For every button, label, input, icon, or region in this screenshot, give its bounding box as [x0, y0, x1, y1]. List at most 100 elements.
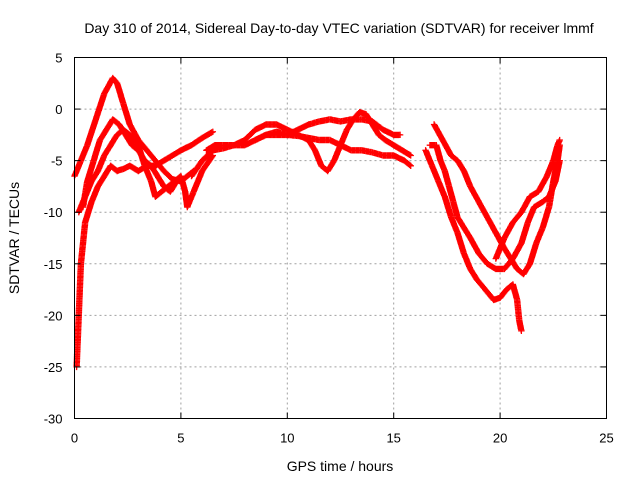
data-point-markers	[88, 184, 101, 206]
data-point-markers	[513, 296, 523, 323]
data-point-markers	[524, 205, 537, 226]
data-point-markers	[75, 262, 84, 319]
data-point-markers	[188, 135, 205, 149]
data-point-markers	[324, 158, 337, 175]
data-point-markers	[184, 189, 197, 211]
data-point-markers	[518, 220, 531, 247]
data-point-marker	[556, 136, 563, 144]
data-point-marker	[407, 152, 414, 159]
x-tick-label: 25	[599, 431, 613, 446]
data-point-markers	[152, 189, 164, 200]
data-point-markers	[467, 265, 480, 282]
data-point-markers	[160, 167, 175, 182]
data-point-markers	[545, 179, 557, 211]
grid-layer	[74, 57, 607, 419]
data-point-markers	[143, 147, 158, 163]
data-point-markers	[454, 214, 467, 230]
data-point-markers	[177, 172, 188, 194]
series-arc-g	[252, 116, 404, 144]
data-point-markers	[126, 131, 141, 148]
data-point-markers	[141, 162, 154, 184]
data-point-markers	[526, 241, 540, 267]
data-layer	[71, 74, 563, 371]
data-point-markers	[369, 118, 386, 133]
plot-frame	[74, 57, 607, 419]
data-point-markers	[501, 220, 516, 242]
data-point-markers	[88, 168, 101, 185]
data-point-markers	[448, 152, 460, 163]
data-point-markers	[126, 121, 141, 142]
data-point-markers	[520, 261, 533, 278]
data-point-markers	[428, 162, 442, 184]
data-point-markers	[482, 286, 497, 303]
data-point-markers	[92, 91, 108, 123]
data-point-markers	[96, 127, 109, 144]
data-point-markers	[158, 184, 171, 195]
data-point-markers	[84, 158, 97, 185]
data-point-markers	[401, 157, 413, 169]
x-axis-title: GPS time / hours	[287, 458, 394, 474]
data-point-markers	[441, 193, 454, 220]
data-point-markers	[441, 167, 452, 189]
data-point-markers	[241, 127, 258, 144]
data-point-markers	[90, 138, 103, 164]
data-point-marker	[407, 162, 414, 169]
series-arc-f	[203, 109, 414, 175]
data-point-markers	[507, 255, 520, 271]
data-point-markers	[113, 80, 127, 106]
data-point-markers	[94, 153, 107, 175]
data-point-markers	[445, 183, 457, 204]
data-point-markers	[460, 224, 473, 241]
data-point-markers	[107, 132, 120, 149]
data-point-markers	[109, 116, 122, 127]
data-point-markers	[475, 198, 490, 220]
data-point-markers	[152, 158, 166, 169]
data-point-markers	[501, 245, 514, 261]
chart-title: Day 310 of 2014, Sidereal Day-to-day VTE…	[84, 20, 593, 36]
y-tick-label: -5	[51, 154, 63, 169]
data-point-markers	[422, 147, 435, 168]
data-point-markers	[439, 136, 454, 158]
data-point-markers	[533, 225, 546, 247]
data-point-markers	[101, 143, 114, 159]
tick-layer: 0 5 10 15 20 25 -30 -25 -20 -15 -10 -5 0 5	[44, 51, 614, 446]
data-point-markers	[399, 147, 413, 158]
data-point-markers	[475, 250, 490, 266]
data-point-markers	[509, 281, 520, 302]
x-tick-label: 10	[280, 431, 294, 446]
x-tick-label: 15	[386, 431, 400, 446]
data-point-markers	[492, 236, 507, 262]
data-point-markers	[375, 131, 388, 143]
data-point-markers	[164, 178, 177, 190]
data-point-markers	[535, 174, 550, 195]
data-point-markers	[550, 143, 561, 164]
data-point-markers	[454, 229, 467, 256]
data-point-markers	[147, 178, 159, 199]
data-point-markers	[518, 194, 533, 216]
y-tick-label: -15	[44, 257, 63, 272]
series-arc-k	[492, 136, 563, 262]
data-point-marker	[209, 128, 217, 135]
data-point-markers	[305, 136, 318, 153]
data-point-markers	[460, 167, 473, 189]
x-tick-label: 20	[493, 431, 507, 446]
y-axis-title: SDTVAR / TECUs	[6, 182, 22, 294]
data-point-markers	[147, 162, 160, 179]
data-point-markers	[199, 153, 216, 175]
data-point-markers	[109, 74, 120, 86]
y-tick-label: -25	[44, 360, 63, 375]
data-point-markers	[448, 214, 461, 235]
data-point-markers	[454, 157, 467, 173]
series-arc-i	[422, 147, 525, 335]
data-point-markers	[199, 129, 215, 142]
data-point-markers	[543, 158, 556, 180]
x-tick-label: 0	[71, 431, 78, 446]
data-point-markers	[81, 200, 95, 226]
data-point-markers	[539, 205, 552, 231]
data-point-markers	[433, 142, 444, 163]
data-point-markers	[330, 143, 344, 164]
data-point-markers	[77, 143, 90, 164]
y-tick-label: -20	[44, 308, 63, 323]
data-point-markers	[135, 136, 150, 153]
